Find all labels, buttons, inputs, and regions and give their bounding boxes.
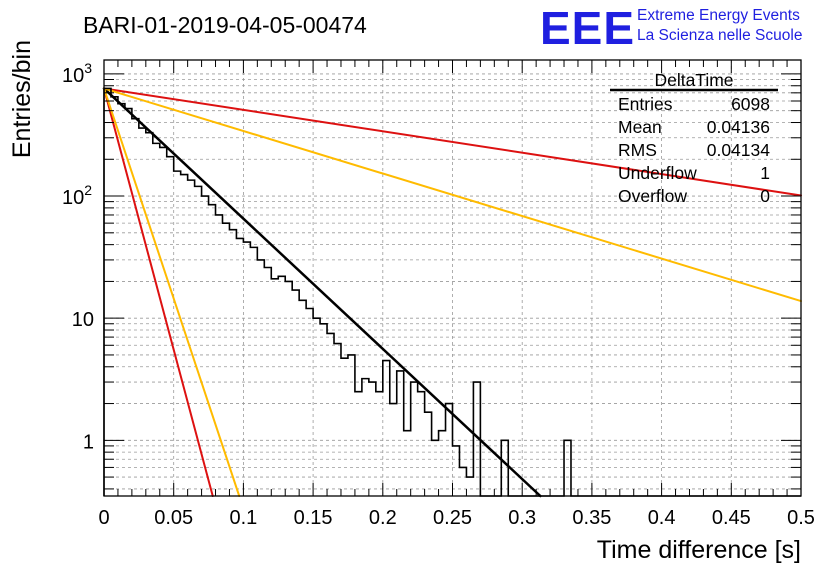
y-tick-label-exponent: 3 bbox=[84, 60, 92, 76]
stats-value: 0 bbox=[760, 186, 770, 206]
y-tick-label-base: 10 bbox=[62, 187, 84, 209]
x-tick-label: 0.5 bbox=[787, 507, 815, 529]
fit-line-5 bbox=[103, 87, 241, 497]
y-tick-label: 102 bbox=[62, 182, 92, 209]
fit-lines bbox=[102, 87, 802, 498]
x-tick-label: 0.3 bbox=[508, 507, 536, 529]
stats-label: RMS bbox=[618, 140, 657, 160]
fit-line-2 bbox=[103, 87, 802, 197]
x-axis-label: Time difference [s] bbox=[597, 536, 801, 564]
logo-line-1: Extreme Energy Events bbox=[637, 7, 800, 24]
y-tick-label: 1 bbox=[83, 431, 94, 453]
stats-rows: Entries 6098 Mean 0.04136 RMS 0.04134 Underflo… bbox=[618, 94, 770, 206]
stats-value: 0.04136 bbox=[707, 117, 770, 137]
x-tick-label: 0.2 bbox=[369, 507, 397, 529]
fit-line-1 bbox=[102, 87, 542, 498]
stats-value: 0.04134 bbox=[707, 140, 771, 160]
logo-line-2: La Scienza nelle Scuole bbox=[637, 27, 802, 44]
y-tick-label: 10 bbox=[72, 309, 94, 331]
x-tick-label: 0.15 bbox=[294, 507, 333, 529]
stats-value: 6098 bbox=[731, 94, 770, 114]
x-tick-label: 0.35 bbox=[572, 507, 611, 529]
y-tick-label-base: 10 bbox=[62, 65, 84, 87]
eee-logo: EEE bbox=[540, 2, 635, 54]
stats-label: Mean bbox=[618, 117, 662, 137]
x-tick-label: 0.4 bbox=[648, 507, 676, 529]
stats-label: Underflow bbox=[618, 163, 697, 183]
x-tick-labels: 0 0.05 0.1 0.15 0.2 0.25 0.3 0.35 0.4 0.45 0.5 bbox=[98, 507, 814, 529]
stats-box: DeltaTime Entries 6098 Mean 0.04136 RMS 0.041… bbox=[610, 70, 778, 206]
y-tick-label: 103 bbox=[62, 60, 92, 87]
stats-title: DeltaTime bbox=[654, 70, 733, 90]
x-tick-label: 0.05 bbox=[154, 507, 193, 529]
y-axis-label: Entries/bin bbox=[8, 40, 36, 158]
x-tick-label: 0 bbox=[98, 507, 109, 529]
axis-ticks bbox=[103, 60, 802, 496]
fit-line-4 bbox=[103, 87, 214, 497]
x-tick-label: 0.1 bbox=[229, 507, 257, 529]
fit-line-3 bbox=[103, 87, 802, 303]
chart-title: BARI-01-2019-04-05-00474 bbox=[83, 12, 367, 38]
stats-value: 1 bbox=[760, 163, 770, 183]
stats-label: Overflow bbox=[618, 186, 687, 206]
x-tick-label: 0.25 bbox=[433, 507, 472, 529]
stats-label: Entries bbox=[618, 94, 673, 114]
x-tick-label: 0.45 bbox=[712, 507, 751, 529]
y-tick-label-exponent: 2 bbox=[84, 182, 92, 198]
